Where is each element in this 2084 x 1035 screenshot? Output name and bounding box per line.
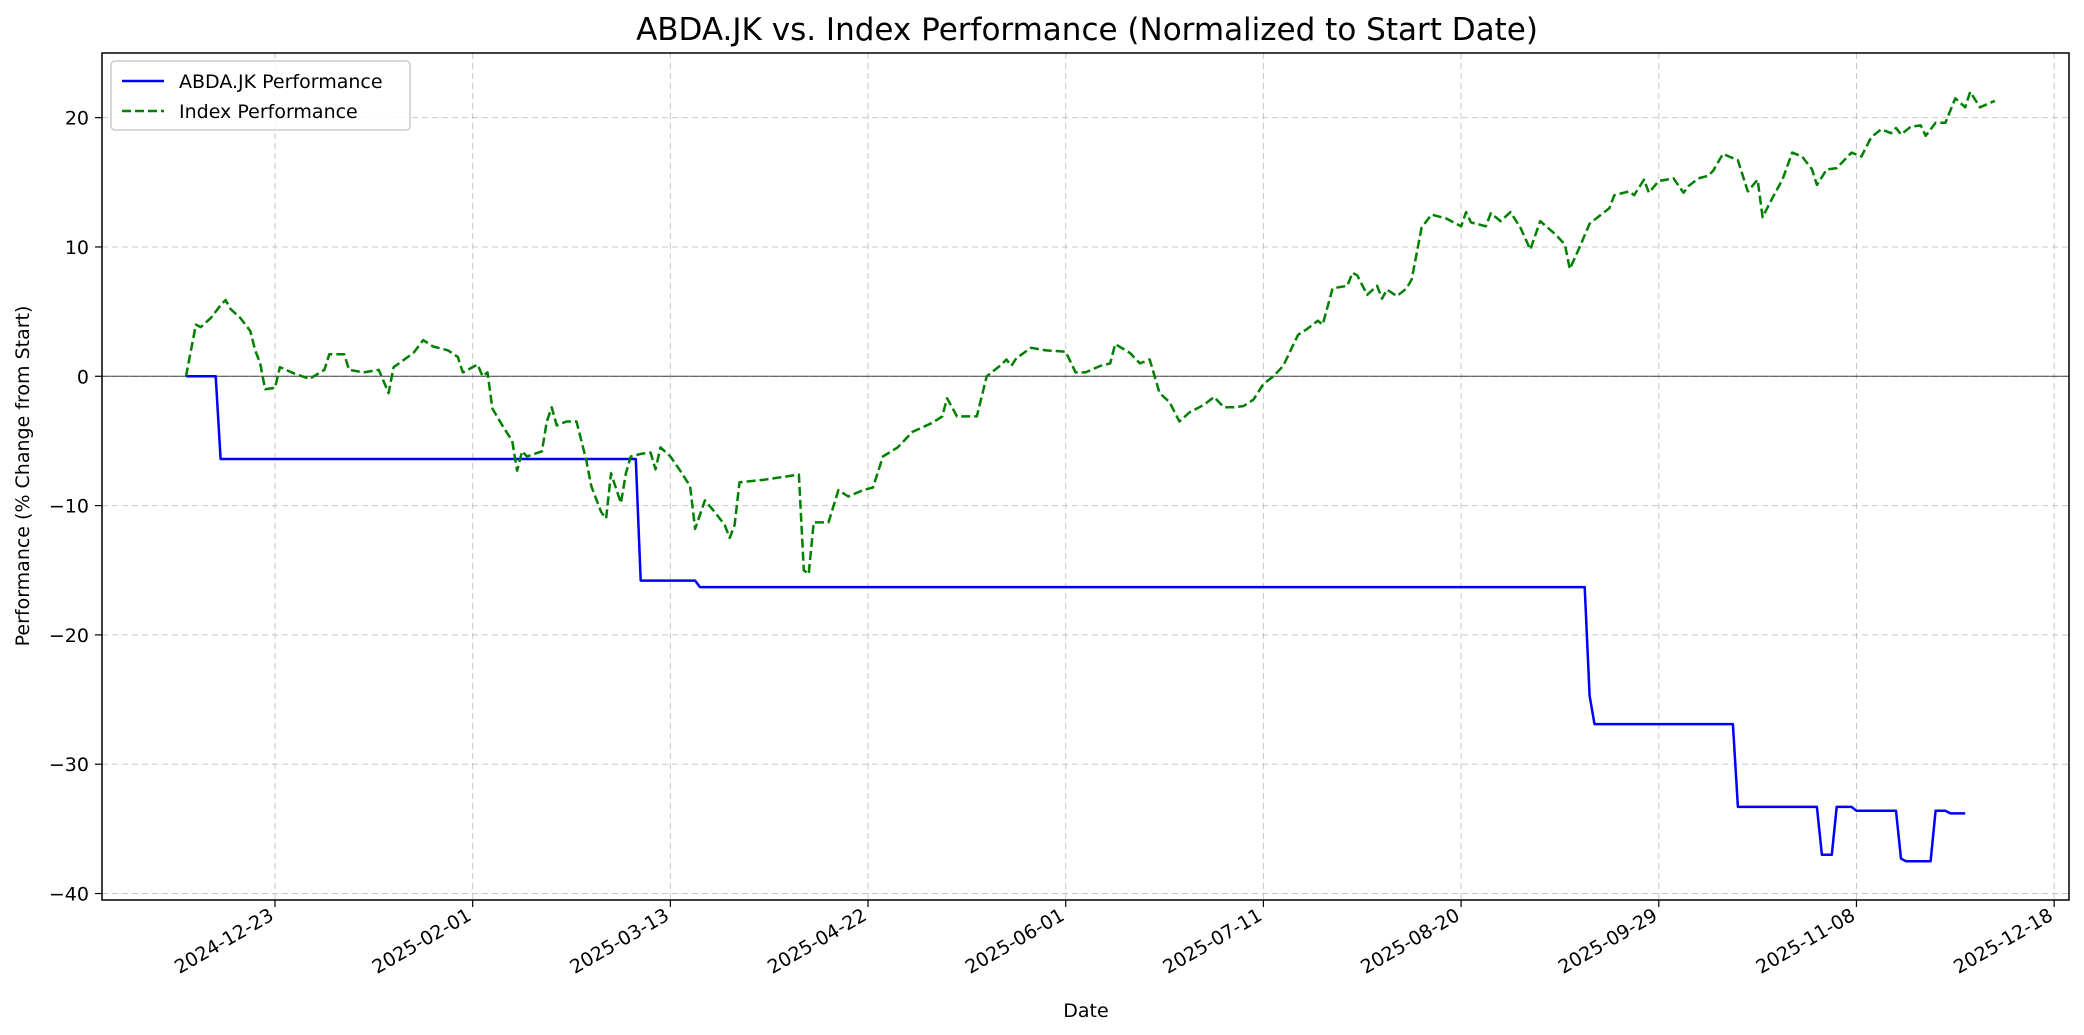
grid-lines bbox=[102, 53, 2069, 900]
legend-label-abda: ABDA.JK Performance bbox=[179, 71, 383, 93]
y-axis-label: Performance (% Change from Start) bbox=[12, 306, 34, 647]
series-line-0 bbox=[186, 375, 1966, 863]
x-axis-label: Date bbox=[1063, 1000, 1108, 1022]
y-tick-label: −10 bbox=[49, 496, 89, 518]
legend-label-index: Index Performance bbox=[179, 101, 358, 123]
y-tick-label: 20 bbox=[65, 108, 89, 130]
y-axis: −40 −30 −20 −10 0 10 20 bbox=[49, 108, 102, 906]
chart-title: ABDA.JK vs. Index Performance (Normalize… bbox=[636, 12, 1538, 48]
series-line-1 bbox=[184, 90, 1996, 576]
legend-box bbox=[110, 60, 411, 131]
y-tick-label: −30 bbox=[49, 754, 89, 776]
y-tick-label: −20 bbox=[49, 625, 89, 647]
y-tick-label: 0 bbox=[77, 366, 89, 388]
plot-frame bbox=[101, 52, 2070, 901]
legend: ABDA.JK Performance Index Performance bbox=[110, 60, 411, 131]
y-tick-label: −40 bbox=[49, 884, 89, 906]
series-layer bbox=[184, 90, 1996, 863]
y-tick-label: 10 bbox=[65, 237, 89, 259]
